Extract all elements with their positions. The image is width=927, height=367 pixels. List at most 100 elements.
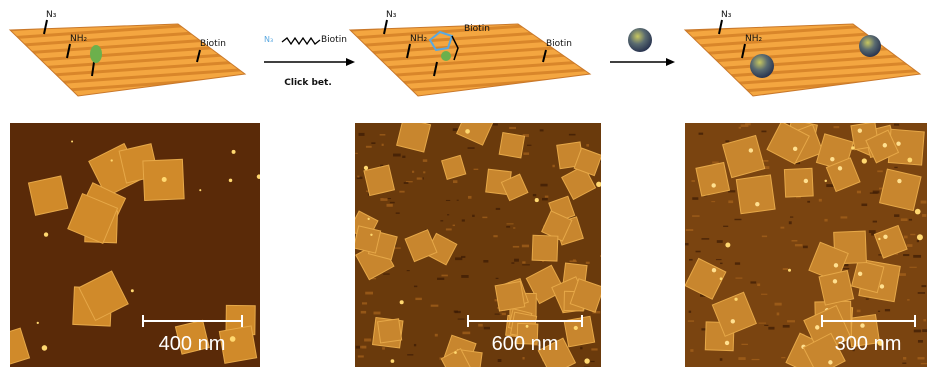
molecule [90,45,102,63]
afm-spot [162,177,167,182]
afm-texture [509,127,516,129]
afm-texture [453,225,455,226]
origami-tile [532,235,558,261]
afm-texture [453,180,457,183]
afm-texture [841,216,848,218]
afm-texture [468,196,472,199]
afm-spot [229,179,232,182]
afm-spot [907,158,912,163]
afm-texture [382,144,384,146]
caption: Click bet. [284,78,332,88]
afm-texture [907,299,909,300]
afm-spot [880,284,884,288]
streptavidin [859,35,881,57]
afm-spot [793,147,797,151]
afm-texture [922,214,926,217]
afm-texture [909,267,916,268]
afm-spot [755,202,759,206]
afm-texture [745,123,751,125]
afm-texture [457,200,459,201]
afm-texture [511,262,514,263]
origami-tile [364,165,394,195]
afm-spot [834,263,838,267]
afm-texture [783,325,790,328]
afm-spot [734,298,737,301]
afm-texture [506,223,513,224]
afm-texture [446,228,452,230]
afm-texture [462,219,465,221]
afm-texture [498,359,502,362]
afm-spot [828,360,832,364]
afm-texture [720,263,722,264]
afm-spot [860,323,864,327]
afm-texture [795,244,803,246]
afm-spot [815,325,819,329]
afm-texture [387,204,393,207]
afm-texture [711,201,715,202]
afm-spot [896,141,900,145]
afm-spot [862,158,867,163]
label: NH₂ [410,34,428,44]
arrowhead [666,58,675,66]
afm-texture [522,245,529,248]
afm-spot [804,179,808,183]
afm-texture [383,273,389,274]
label: NH₂ [745,34,763,44]
afm-texture [573,259,576,261]
afm-texture [355,153,358,154]
afm-spot [833,279,837,283]
arrowhead [346,58,355,66]
afm-texture [819,199,822,202]
afm-texture [414,344,416,346]
scale-label: 600 nm [492,333,559,355]
origami-sheet [350,24,590,96]
afm-texture [527,145,531,146]
afm-texture [803,246,808,249]
afm-texture [600,255,603,257]
streptavidin [628,28,652,52]
afm-spot [749,148,753,152]
afm-texture [591,348,597,350]
afm-texture [907,244,913,247]
afm-texture [699,133,704,135]
afm-texture [878,311,880,312]
afm-texture [545,196,549,198]
label: Biotin [200,39,226,49]
afm-texture [734,219,741,220]
afm-texture [440,220,443,221]
afm-texture [717,240,723,243]
afm-texture [358,355,364,357]
afm-spot [725,341,729,345]
afm-texture [720,358,723,361]
label: Biotin [546,39,572,49]
afm-texture [484,327,490,330]
afm-texture [364,338,371,341]
afm-texture [922,329,927,332]
afm-texture [522,264,530,265]
afm-texture [894,214,899,217]
afm-texture [374,312,381,315]
streptavidin [750,54,774,78]
afm-spot [391,359,395,363]
afm-texture [542,198,548,201]
afm-spot [878,238,880,240]
afm-spot [131,289,134,292]
afm-texture [468,147,475,149]
afm-texture [904,236,908,239]
afm-spot [897,179,901,183]
afm-texture [437,278,444,280]
afm-texture [495,314,502,315]
afm-texture [540,129,544,131]
afm-texture [396,212,400,213]
afm-texture [789,221,792,224]
afm-texture [472,215,475,217]
afm-texture [431,305,439,307]
afm-texture [390,202,395,203]
afm-texture [910,234,915,235]
afm-texture [735,262,740,264]
afm-spot [883,143,887,147]
afm-texture [692,215,699,217]
afm-texture [522,261,525,263]
origami-tile [736,175,775,214]
afm-texture [701,238,709,239]
